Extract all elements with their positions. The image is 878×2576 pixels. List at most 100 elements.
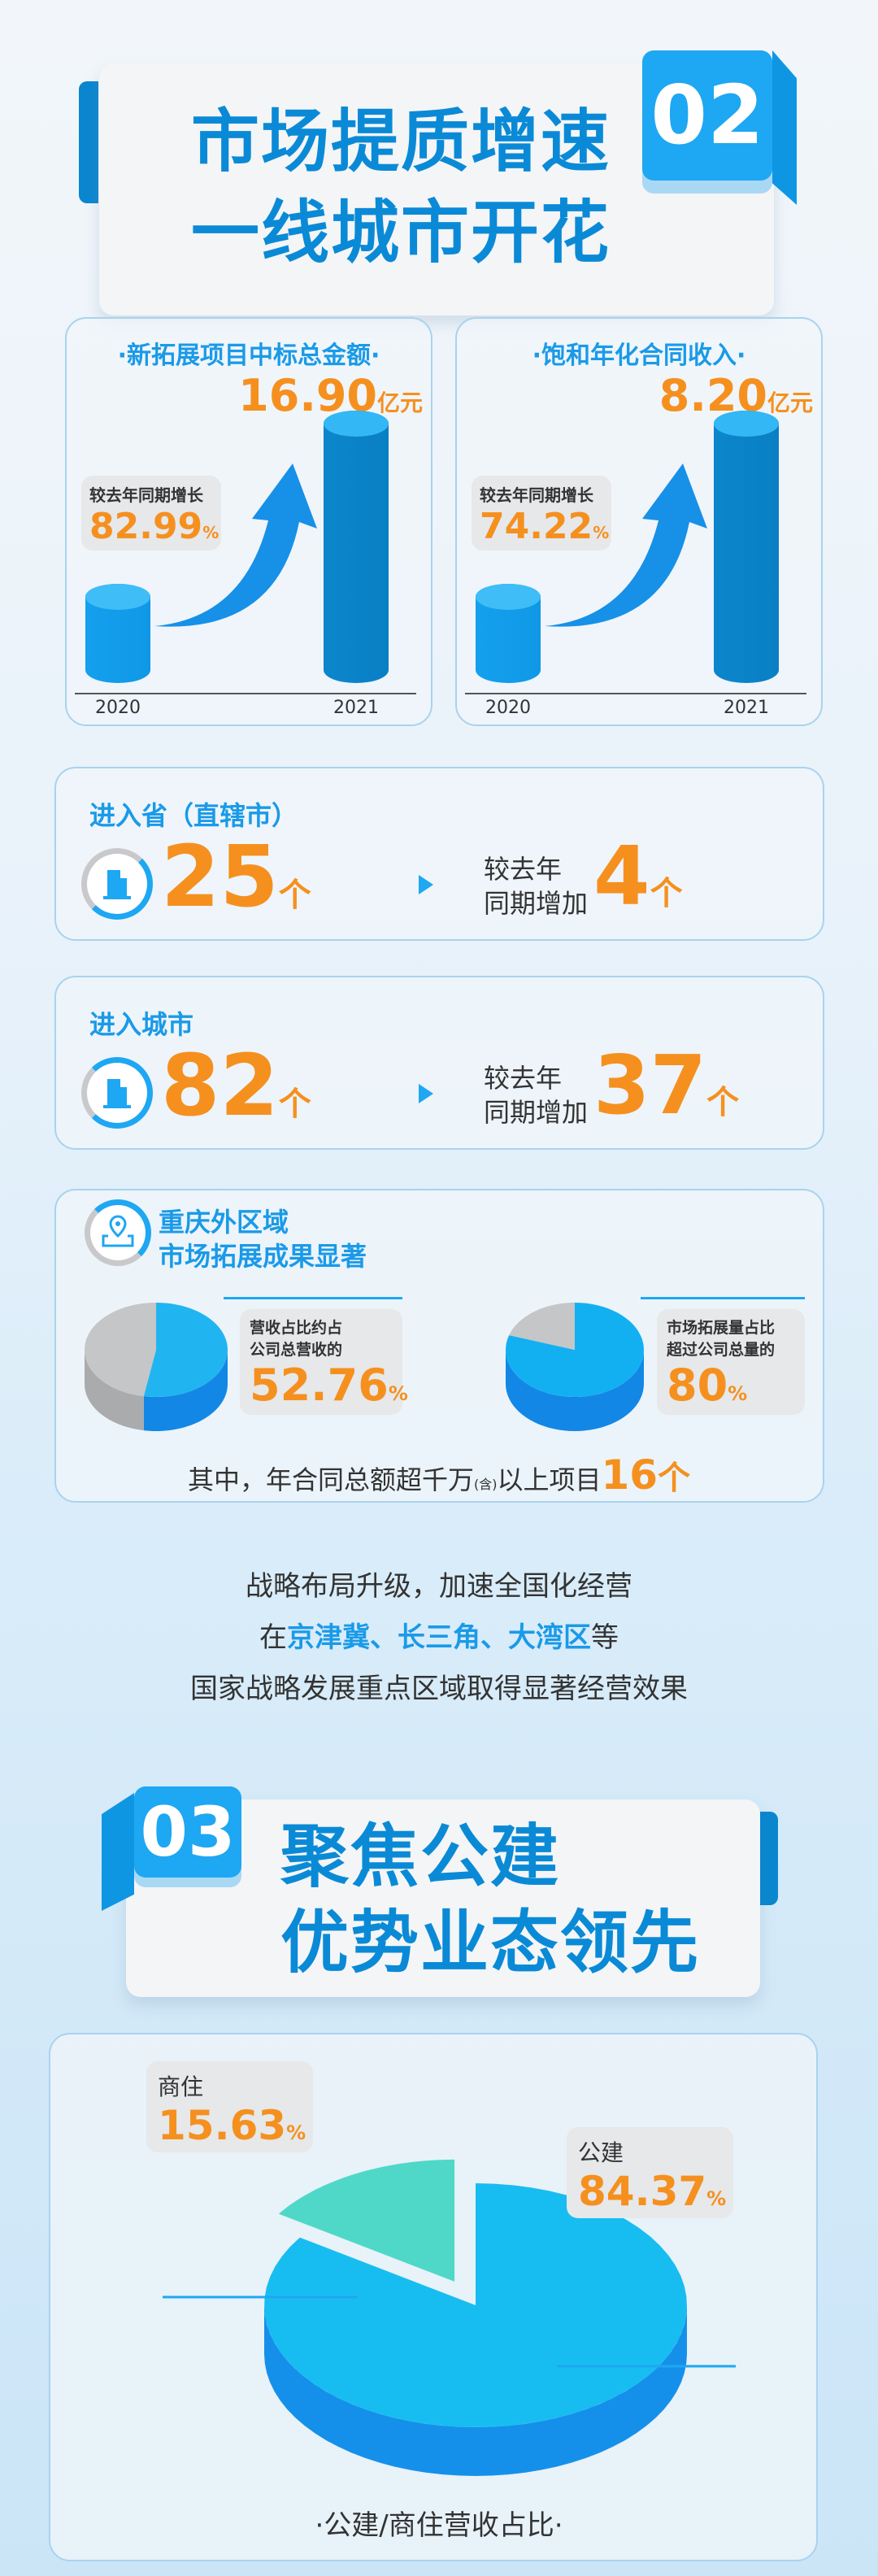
label-box-shangzhu: 商住 15.63%	[146, 2061, 313, 2152]
axis-tick-label: 2020	[95, 698, 141, 718]
stat-label: 进入省（直辖市）	[89, 800, 298, 831]
compare-line: 较去年	[484, 1063, 563, 1094]
bar-unit: 亿元	[767, 389, 813, 416]
label-box-gongjian: 公建 84.37%	[567, 2127, 733, 2218]
bar-card-title: ·饱和年化合同收入·	[532, 342, 746, 370]
growth-callout: 较去年同期增长 82.99%	[81, 476, 221, 550]
compare-line: 同期增加	[484, 888, 589, 919]
summary-line: 在京津冀、长三角、大湾区等	[0, 1612, 878, 1664]
stat-delta: 4	[593, 829, 650, 924]
callout-leader-line	[224, 1297, 402, 1299]
stat-compare: 较去年 同期增加	[484, 852, 588, 920]
badge-fold	[102, 1793, 134, 1911]
building-icon	[81, 848, 153, 920]
title-line: 一线城市开花	[191, 193, 611, 272]
summary-line: 战略布局升级，加速全国化经营	[246, 1570, 632, 1603]
arrow-right-icon	[419, 1084, 433, 1103]
growth-value: 74.22	[480, 506, 593, 547]
pie-callout: 市场拓展量占比 超过公司总量的 80%	[657, 1309, 805, 1415]
region-footer: 其中，年合同总额超千万(含)以上项目16个	[0, 1451, 878, 1499]
pie-slice-main	[143, 1303, 228, 1397]
section03-badge: 03	[134, 1786, 241, 1878]
callout-text: 营收占比约占	[250, 1319, 343, 1337]
pie-slice-main-side	[264, 2305, 687, 2476]
bar-2021	[324, 411, 389, 683]
stat-value-group: 25个	[161, 832, 311, 921]
callout-unit: %	[388, 1382, 408, 1405]
summary: 战略布局升级，加速全国化经营 在京津冀、长三角、大湾区等 国家战略发展重点区域取…	[0, 1561, 878, 1715]
pie-slice-minor	[509, 1303, 575, 1350]
section02-title: 市场提质增速 一线城市开花	[191, 96, 611, 278]
arrow-right-icon	[419, 875, 433, 894]
bar-axis	[75, 693, 416, 694]
summary-line: 国家战略发展重点区域取得显著经营效果	[190, 1673, 688, 1705]
title-line: 市场提质增速	[191, 102, 611, 181]
title-line: 聚焦公建	[280, 1817, 561, 1896]
pie-callout: 营收占比约占 公司总营收的 52.76%	[240, 1309, 408, 1415]
summary-text: 在	[259, 1621, 287, 1654]
stat-delta-group: 37个	[593, 1041, 739, 1130]
region-title-line: 市场拓展成果显著	[159, 1241, 367, 1272]
compare-line: 较去年	[484, 854, 563, 885]
stat-value: 25	[161, 827, 279, 926]
growth-arrow-icon	[545, 463, 707, 627]
growth-label: 较去年同期增长	[480, 485, 593, 505]
stat-unit: 个	[278, 877, 311, 914]
stat-card	[54, 767, 824, 941]
footer-value: 16	[601, 1451, 658, 1499]
footer-small: (含)	[473, 1477, 498, 1492]
badge-fold	[772, 50, 797, 205]
label-name: 商住	[158, 2073, 204, 2100]
label-name: 公建	[578, 2139, 624, 2166]
stat-delta: 37	[593, 1038, 707, 1133]
region-title-line: 重庆外区域	[159, 1207, 289, 1238]
stat-value: 82	[161, 1036, 279, 1135]
label-unit: %	[286, 2121, 306, 2144]
callout-text: 市场拓展量占比	[667, 1319, 776, 1337]
growth-value: 82.99	[89, 506, 203, 547]
growth-unit: %	[593, 523, 610, 542]
stat-delta-group: 4个	[593, 832, 683, 921]
bar-card-title: ·新拓展项目中标总金额·	[117, 342, 380, 370]
callout-value: 52.76	[250, 1360, 389, 1411]
callout-unit: %	[728, 1382, 748, 1405]
stat-delta-unit: 个	[706, 1084, 740, 1121]
compare-line: 同期增加	[484, 1097, 589, 1128]
growth-callout: 较去年同期增长 74.22%	[472, 476, 611, 550]
footer-text: 其中，年合同总额超千万	[187, 1464, 474, 1495]
callout-text: 超过公司总量的	[667, 1341, 776, 1359]
location-pin-icon	[85, 1199, 151, 1266]
callout-value: 80	[667, 1360, 728, 1411]
bar-2021	[714, 411, 779, 683]
share-pie	[163, 2159, 736, 2476]
pie-slice-main-side	[143, 1350, 228, 1431]
axis-tick-label: 2020	[485, 698, 531, 718]
label-value: 84.37	[578, 2168, 707, 2215]
stat-compare: 较去年 同期增加	[484, 1061, 588, 1129]
bar-2020-top	[476, 584, 541, 610]
callout-text: 公司总营收的	[250, 1341, 343, 1359]
growth-unit: %	[202, 523, 220, 542]
growth-label: 较去年同期增长	[89, 485, 203, 505]
stat-label: 进入城市	[89, 1009, 194, 1040]
label-unit: %	[706, 2187, 727, 2210]
footer-text: 以上项目	[497, 1464, 602, 1495]
section03-accent-bar	[760, 1812, 778, 1905]
callout-leader-line	[641, 1297, 805, 1299]
stat-delta-unit: 个	[650, 875, 683, 912]
bar-2020-top	[85, 584, 150, 610]
bar-2021-top	[714, 411, 779, 437]
region-title: 重庆外区域 市场拓展成果显著	[159, 1205, 367, 1273]
stat-unit: 个	[278, 1086, 311, 1123]
bar-2021-top	[324, 411, 389, 437]
section03-title: 聚焦公建 优势业态领先	[280, 1813, 700, 1986]
axis-tick-label: 2021	[724, 698, 769, 718]
section02-badge: 02	[642, 50, 772, 181]
label-value: 15.63	[158, 2102, 287, 2149]
pie-slice-minor	[85, 1303, 156, 1397]
stat-card	[54, 976, 824, 1150]
stat-value-group: 82个	[161, 1041, 311, 1130]
share-caption: ·公建/商住营收占比·	[315, 2509, 563, 2542]
axis-tick-label: 2021	[333, 698, 379, 718]
growth-arrow-icon	[154, 463, 317, 627]
